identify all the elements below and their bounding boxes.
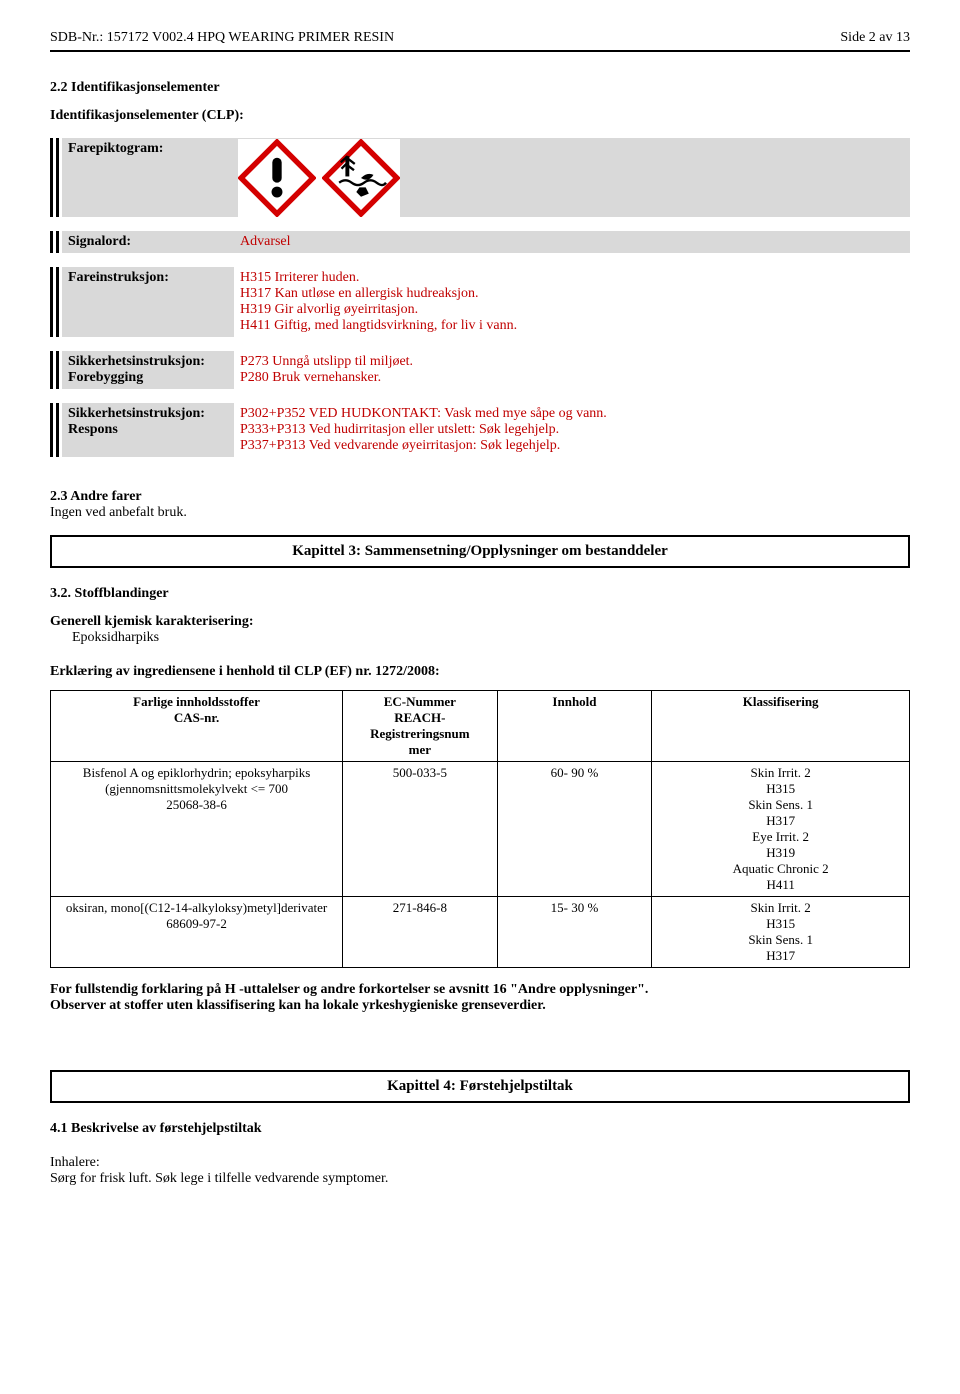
th-substance: Farlige innholdsstoffer CAS-nr. (51, 691, 343, 762)
signalord-value: Advarsel (234, 231, 910, 253)
farepiktogram-label: Farepiktogram: (62, 138, 234, 217)
section-2-3-text: Ingen ved anbefalt bruk. (50, 505, 910, 521)
clp-signalord: Signalord: Advarsel (50, 231, 910, 253)
table-header-row: Farlige innholdsstoffer CAS-nr. EC-Numme… (51, 691, 910, 762)
table-footer-1: For fullstendig forklaring på H -uttalel… (50, 982, 910, 998)
clp-fareinstruksjon: Fareinstruksjon: H315 Irriterer huden. H… (50, 267, 910, 337)
section-2-2-title: 2.2 Identifikasjonselementer (50, 80, 910, 96)
section-2-3-title: 2.3 Andre farer (50, 489, 910, 505)
respons-label2: Respons (68, 422, 118, 438)
p333: P333+P313 Ved hudirritasjon eller utslet… (240, 422, 904, 438)
cell-substance-2: oksiran, mono[(C12-14-alkyloksy)metyl]de… (51, 897, 343, 968)
signalord-label: Signalord: (62, 231, 234, 253)
ghs07-icon (238, 139, 316, 217)
inhalere-text: Sørg for frisk luft. Søk lege i tilfelle… (50, 1171, 910, 1187)
section-4-1-title: 4.1 Beskrivelse av førstehjelpstiltak (50, 1121, 910, 1137)
decl-intro: Erklæring av ingrediensene i henhold til… (50, 664, 910, 680)
page-header: SDB-Nr.: 157172 V002.4 HPQ WEARING PRIME… (50, 30, 910, 46)
ghs09-icon (322, 139, 400, 217)
cell-innhold-2: 15- 30 % (497, 897, 652, 968)
cell-klass-2: Skin Irrit. 2 H315 Skin Sens. 1 H317 (652, 897, 910, 968)
cell-innhold-1: 60- 90 % (497, 762, 652, 897)
respons-label: Sikkerhetsinstruksjon: Respons (62, 403, 234, 457)
header-right: Side 2 av 13 (840, 30, 910, 46)
ingredients-table: Farlige innholdsstoffer CAS-nr. EC-Numme… (50, 690, 910, 968)
p302: P302+P352 VED HUDKONTAKT: Vask med mye s… (240, 406, 904, 422)
forebygging-lines: P273 Unngå utslipp til miljøet. P280 Bru… (234, 351, 910, 389)
h411: H411 Giftig, med langtidsvirkning, for l… (240, 318, 904, 334)
header-rule (50, 50, 910, 52)
respons-label1: Sikkerhetsinstruksjon: (68, 406, 205, 422)
h319: H319 Gir alvorlig øyeirritasjon. (240, 302, 904, 318)
cell-substance-1: Bisfenol A og epiklorhydrin; epoksyharpi… (51, 762, 343, 897)
th-innhold: Innhold (497, 691, 652, 762)
table-footer-2: Observer at stoffer uten klassifisering … (50, 998, 910, 1014)
table-row: Bisfenol A og epiklorhydrin; epoksyharpi… (51, 762, 910, 897)
h315: H315 Irriterer huden. (240, 270, 904, 286)
chapter-4-banner: Kapittel 4: Førstehjelpstiltak (50, 1070, 910, 1103)
inhalere-label: Inhalere: (50, 1155, 910, 1171)
char-label: Generell kjemisk karakterisering: (50, 614, 910, 630)
th-ec: EC-Nummer REACH- Registreringsnum mer (343, 691, 498, 762)
fareinstruksjon-lines: H315 Irriterer huden. H317 Kan utløse en… (234, 267, 910, 337)
char-value: Epoksidharpiks (72, 630, 910, 646)
section-3-2-title: 3.2. Stoffblandinger (50, 586, 910, 602)
forebygging-label: Sikkerhetsinstruksjon: Forebygging (62, 351, 234, 389)
cell-ec-1: 500-033-5 (343, 762, 498, 897)
farepiktogram-cell (234, 138, 910, 217)
clp-forebygging: Sikkerhetsinstruksjon: Forebygging P273 … (50, 351, 910, 389)
cell-klass-1: Skin Irrit. 2 H315 Skin Sens. 1 H317 Eye… (652, 762, 910, 897)
clp-farepiktogram: Farepiktogram: (50, 138, 910, 217)
clp-respons: Sikkerhetsinstruksjon: Respons P302+P352… (50, 403, 910, 457)
p273: P273 Unngå utslipp til miljøet. (240, 354, 904, 370)
header-left: SDB-Nr.: 157172 V002.4 HPQ WEARING PRIME… (50, 30, 394, 46)
p280: P280 Bruk vernehansker. (240, 370, 904, 386)
respons-lines: P302+P352 VED HUDKONTAKT: Vask med mye s… (234, 403, 910, 457)
table-row: oksiran, mono[(C12-14-alkyloksy)metyl]de… (51, 897, 910, 968)
fareinstruksjon-label: Fareinstruksjon: (62, 267, 234, 337)
h317: H317 Kan utløse en allergisk hudreaksjon… (240, 286, 904, 302)
forebygging-label2: Forebygging (68, 370, 143, 386)
chapter-3-banner: Kapittel 3: Sammensetning/Opplysninger o… (50, 535, 910, 568)
section-2-2-subtitle: Identifikasjonselementer (CLP): (50, 108, 910, 124)
cell-ec-2: 271-846-8 (343, 897, 498, 968)
th-klass: Klassifisering (652, 691, 910, 762)
forebygging-label1: Sikkerhetsinstruksjon: (68, 354, 205, 370)
p337: P337+P313 Ved vedvarende øyeirritasjon: … (240, 438, 904, 454)
